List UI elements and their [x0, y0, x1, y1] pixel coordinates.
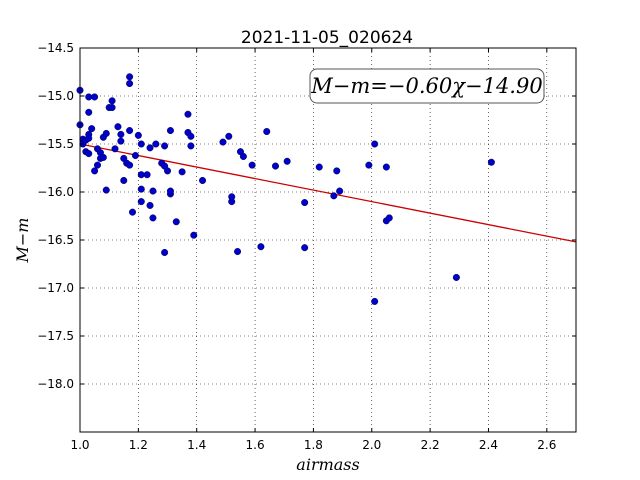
data-point [184, 110, 192, 118]
data-point [371, 297, 379, 305]
y-tick-label: −16.0 [37, 185, 74, 199]
data-point [487, 158, 495, 166]
x-tick-label: 1.6 [246, 438, 265, 452]
data-point [234, 248, 242, 256]
data-point [94, 161, 102, 169]
data-point [248, 161, 256, 169]
y-tick-label: −18.0 [37, 377, 74, 391]
data-point [111, 145, 119, 153]
data-point [137, 140, 145, 148]
data-point [166, 127, 174, 135]
y-tick-label: −14.5 [37, 41, 74, 55]
grid-lines [79, 47, 576, 432]
fit-equation-box: M−m=−0.60χ−14.90 [309, 68, 545, 104]
data-point [120, 176, 128, 184]
data-point [301, 244, 309, 252]
data-point [108, 97, 116, 105]
x-tick-label: 1.8 [304, 438, 323, 452]
data-point [137, 198, 145, 206]
y-axis-label: M−m [13, 218, 32, 264]
data-points [76, 73, 495, 305]
x-tick-label: 1.2 [129, 438, 148, 452]
x-axis-label: airmass [296, 455, 359, 474]
data-point [102, 186, 110, 194]
data-point [91, 93, 99, 101]
data-point [371, 140, 379, 148]
data-point [190, 231, 198, 239]
data-point [382, 163, 390, 171]
data-point [99, 153, 107, 161]
data-point [126, 73, 134, 81]
data-point [271, 162, 279, 170]
data-point [126, 80, 134, 88]
data-point [117, 130, 125, 138]
data-point [330, 192, 338, 200]
data-point [283, 157, 291, 165]
data-point [146, 144, 154, 152]
x-tick-label: 2.0 [362, 438, 381, 452]
data-point [91, 167, 99, 175]
data-point [225, 132, 233, 140]
data-point [114, 123, 122, 131]
data-point [187, 132, 195, 140]
data-point [143, 171, 151, 179]
x-tick-label: 1.4 [187, 438, 206, 452]
data-point [178, 168, 186, 176]
fit-equation-label: M−m=−0.60χ−14.90 [310, 74, 542, 98]
data-point [315, 163, 323, 171]
data-point [228, 193, 236, 201]
data-point [239, 152, 247, 160]
data-point [134, 131, 142, 139]
data-point [117, 137, 125, 145]
y-tick-label: −15.0 [37, 89, 74, 103]
data-point [146, 201, 154, 209]
data-point [85, 150, 93, 158]
data-point [257, 243, 265, 251]
data-point [126, 161, 134, 169]
data-point [161, 142, 169, 150]
x-tick-label: 2.4 [479, 438, 498, 452]
x-tick-labels: 1.0 1.2 1.4 1.6 1.8 2.0 2.2 2.4 2.6 [70, 438, 556, 452]
data-point [263, 128, 271, 136]
data-point [219, 138, 227, 146]
y-tick-label: −15.5 [37, 137, 74, 151]
data-point [172, 218, 180, 226]
y-tick-label: −16.5 [37, 233, 74, 247]
data-point [452, 273, 460, 281]
data-point [164, 167, 172, 175]
data-point [85, 93, 93, 101]
data-point [152, 140, 160, 148]
data-point [85, 134, 93, 142]
data-point [88, 125, 96, 133]
data-point [137, 171, 145, 179]
data-point [301, 199, 309, 207]
x-tick-label: 1.0 [70, 438, 89, 452]
data-point [149, 214, 157, 222]
x-tick-label: 2.6 [537, 438, 556, 452]
data-point [131, 152, 139, 160]
data-point [137, 185, 145, 193]
data-point [199, 176, 207, 184]
data-point [187, 142, 195, 150]
data-point [149, 187, 157, 195]
data-point [161, 248, 169, 256]
data-point [102, 129, 110, 137]
data-point [385, 214, 393, 222]
y-tick-label: −17.0 [37, 281, 74, 295]
axis-ticks [79, 47, 576, 432]
y-tick-labels: −14.5 −15.0 −15.5 −16.0 −16.5 −17.0 −17.5 −18.0 [37, 41, 74, 391]
chart-title: 2021-11-05_020624 [241, 28, 413, 48]
data-point [126, 127, 134, 135]
data-point [333, 167, 341, 175]
data-point [166, 187, 174, 195]
data-point [336, 187, 344, 195]
data-point [129, 208, 137, 216]
y-tick-label: −17.5 [37, 329, 74, 343]
x-tick-label: 2.2 [421, 438, 440, 452]
data-point [108, 104, 116, 112]
data-point [365, 161, 373, 169]
data-point [85, 108, 93, 116]
